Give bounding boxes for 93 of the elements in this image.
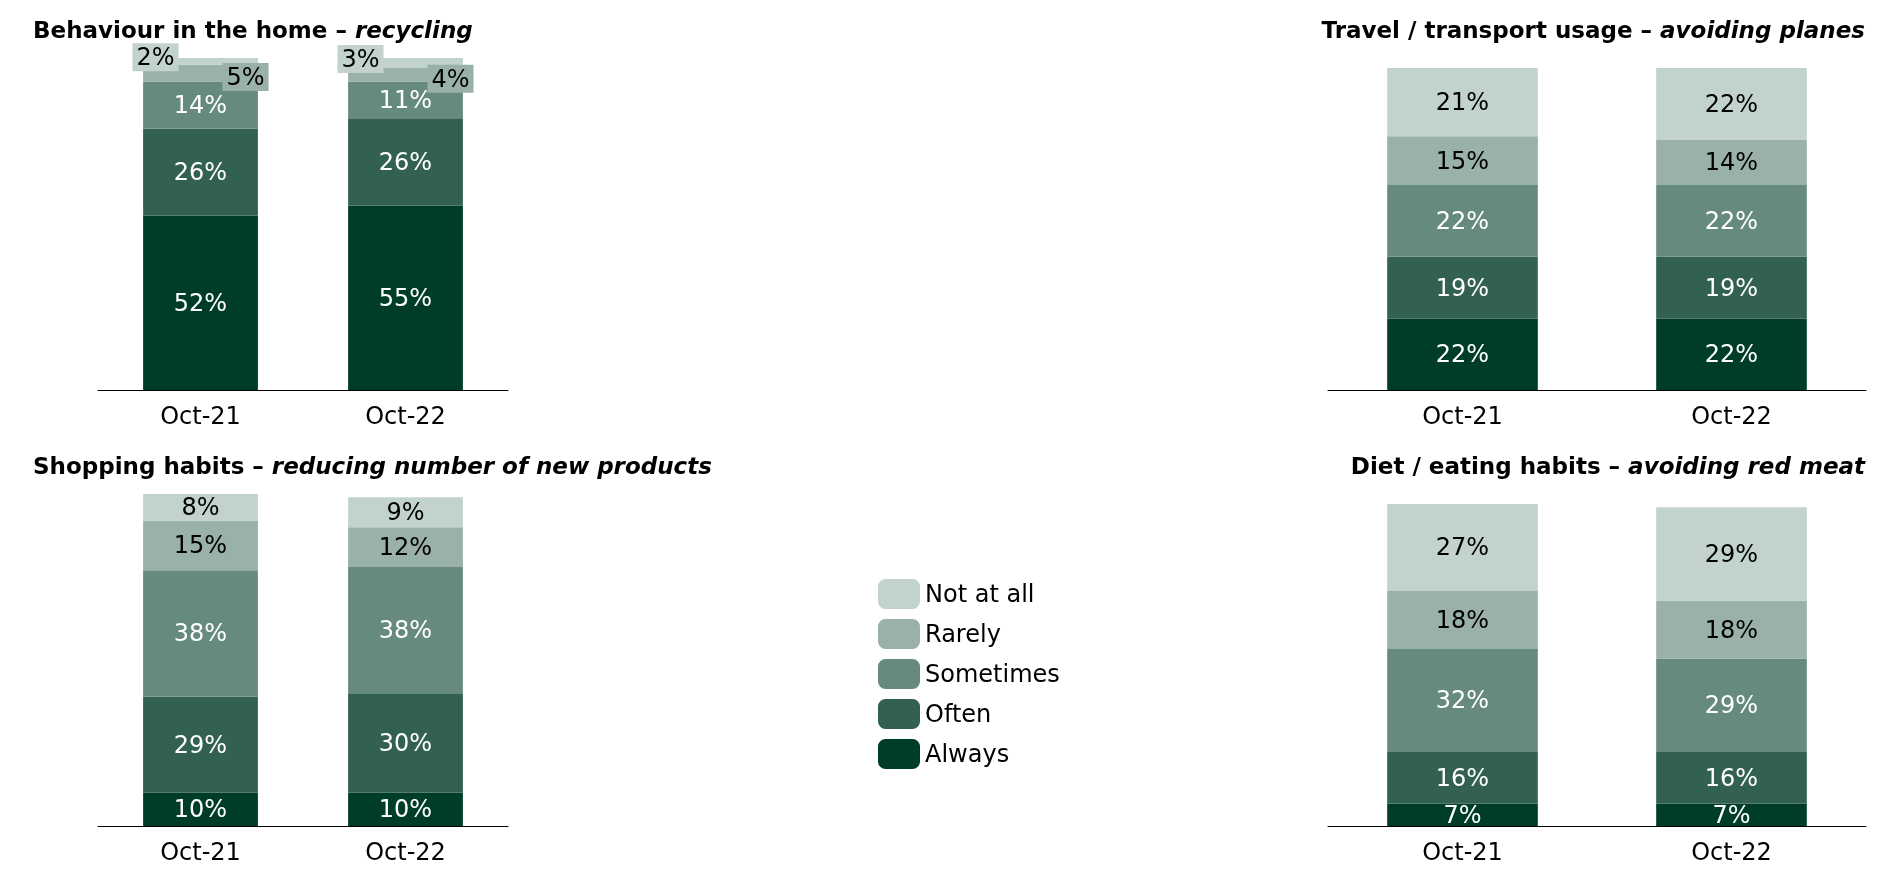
x-tick-label: Oct-21	[160, 402, 241, 430]
data-label: 16%	[1704, 763, 1759, 792]
legend-label: Not at all	[925, 580, 1035, 608]
data-label: 7%	[1712, 800, 1751, 829]
data-label: 4%	[431, 64, 470, 93]
bar	[1387, 256, 1538, 319]
bar	[1656, 185, 1807, 257]
data-label: 38%	[378, 616, 433, 645]
data-label: 22%	[1704, 206, 1759, 235]
legend-label: Always	[925, 740, 1010, 768]
chart-subtitle: recycling	[354, 16, 473, 43]
data-label: 26%	[378, 147, 433, 176]
data-label: 14%	[173, 90, 228, 119]
data-label: 27%	[1435, 533, 1490, 562]
bar	[1656, 600, 1807, 659]
bar	[348, 497, 463, 528]
bar	[1387, 68, 1538, 137]
bar	[1656, 139, 1807, 186]
data-label: 30%	[378, 729, 433, 757]
bar	[348, 205, 463, 390]
data-label: 11%	[378, 85, 433, 114]
data-label: 16%	[1435, 763, 1490, 792]
data-label: 14%	[1704, 148, 1759, 177]
data-label: 52%	[173, 288, 228, 317]
chart-title: Shopping habits –	[33, 452, 272, 479]
data-label: 21%	[1435, 88, 1490, 117]
data-label: 26%	[173, 158, 228, 187]
bar	[1387, 751, 1538, 804]
bar	[1387, 803, 1538, 826]
data-label: 7%	[1443, 800, 1482, 829]
data-label: 19%	[1435, 273, 1490, 302]
chart-title: Diet / eating habits –	[1350, 452, 1629, 479]
bar	[1387, 648, 1538, 752]
data-label: 3%	[341, 45, 380, 74]
data-label: 10%	[378, 795, 433, 824]
x-tick-label: Oct-22	[1691, 402, 1772, 430]
data-label: 10%	[173, 795, 228, 824]
data-label: 9%	[386, 498, 425, 527]
data-label: 22%	[1435, 206, 1490, 235]
x-tick-label: Oct-21	[160, 838, 241, 866]
data-label: 15%	[1435, 146, 1490, 175]
bar	[1387, 318, 1538, 390]
bar	[348, 527, 463, 568]
chart-subtitle: avoiding planes	[1660, 16, 1866, 43]
legend-label: Sometimes	[925, 660, 1060, 688]
legend-label: Often	[925, 700, 992, 728]
data-label: 5%	[226, 63, 265, 92]
x-tick-label: Oct-21	[1422, 402, 1503, 430]
data-label: 2%	[136, 43, 175, 72]
bar	[1656, 507, 1807, 601]
bar	[143, 696, 258, 793]
data-label: 19%	[1704, 273, 1759, 302]
x-tick-label: Oct-22	[1691, 838, 1772, 866]
bar	[1656, 803, 1807, 826]
bar	[1656, 318, 1807, 390]
bar	[1387, 590, 1538, 649]
data-label: 18%	[1435, 605, 1490, 634]
data-label: 38%	[173, 619, 228, 648]
chart-subtitle: avoiding red meat	[1628, 452, 1867, 479]
bar	[348, 693, 463, 793]
data-label: 15%	[173, 531, 228, 560]
data-label: 8%	[181, 493, 220, 522]
chart-title: Travel / transport usage –	[1321, 16, 1661, 43]
bar	[1656, 658, 1807, 752]
data-label: 18%	[1704, 615, 1759, 644]
bar	[1387, 185, 1538, 257]
bar	[143, 520, 258, 571]
bar	[143, 570, 258, 697]
data-label: 29%	[173, 730, 228, 759]
chart-subtitle: reducing number of new products	[271, 452, 712, 479]
bar	[1387, 136, 1538, 186]
x-tick-label: Oct-22	[365, 402, 446, 430]
bar	[143, 494, 258, 521]
bar	[1656, 68, 1807, 140]
legend-label: Rarely	[925, 620, 1001, 648]
data-label: 22%	[1435, 340, 1490, 369]
bar	[143, 128, 258, 216]
bar	[1656, 256, 1807, 319]
chart-title: Behaviour in the home –	[33, 16, 355, 43]
data-label: 29%	[1704, 539, 1759, 568]
data-label: 12%	[378, 533, 433, 562]
data-label: 32%	[1435, 686, 1490, 715]
data-label: 55%	[378, 283, 433, 312]
data-label: 22%	[1704, 89, 1759, 118]
data-label: 29%	[1704, 691, 1759, 720]
bar	[1656, 751, 1807, 804]
x-tick-label: Oct-21	[1422, 838, 1503, 866]
bar	[1387, 504, 1538, 591]
data-label: 22%	[1704, 340, 1759, 369]
bar	[348, 118, 463, 206]
bar	[143, 215, 258, 390]
bar	[348, 567, 463, 694]
x-tick-label: Oct-22	[365, 838, 446, 866]
